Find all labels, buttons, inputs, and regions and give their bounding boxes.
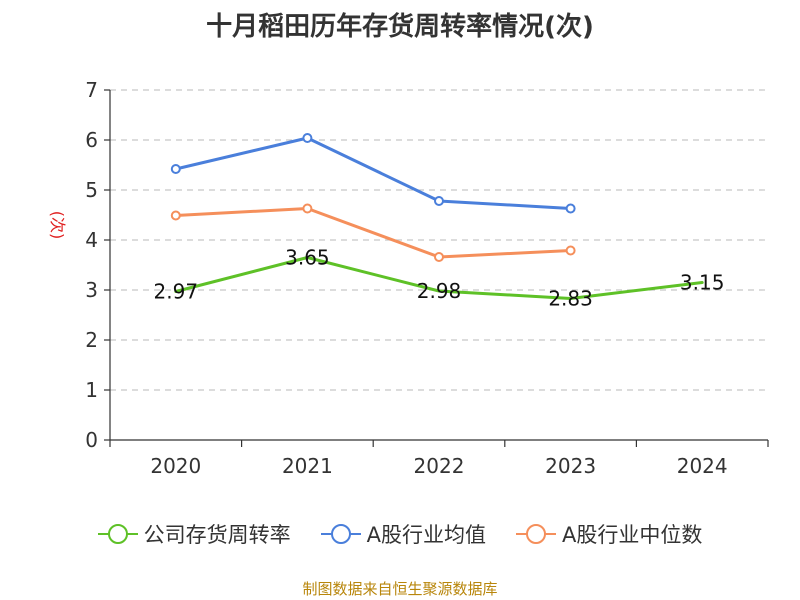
data-label: 2.97 (154, 280, 199, 304)
series-line (174, 207, 573, 259)
legend-swatch-icon (320, 524, 361, 544)
data-point (434, 196, 444, 206)
series-line (174, 136, 573, 210)
y-axis-label: (次) (48, 211, 67, 240)
data-point (302, 133, 313, 143)
data-point (170, 164, 181, 174)
data-point (565, 203, 576, 214)
y-tick-label: 2 (85, 328, 98, 352)
x-tick-label: 2024 (677, 454, 728, 478)
source-note: 制图数据来自恒生聚源数据库 (302, 580, 498, 598)
y-tick-label: 6 (85, 128, 98, 152)
data-label: 3.65 (285, 246, 330, 270)
y-tick-label: 5 (85, 178, 98, 202)
legend-label: A股行业均值 (366, 523, 486, 547)
x-tick-label: 2021 (282, 454, 333, 478)
y-tick-label: 7 (85, 78, 98, 102)
legend-item[interactable]: A股行业均值 (320, 519, 486, 549)
legend-label: A股行业中位数 (562, 523, 703, 547)
legend-swatch-icon (516, 524, 556, 544)
chart-legend: 公司存货周转率 A股行业均值 A股行业中位数 (0, 519, 800, 549)
data-label: 3.15 (680, 271, 725, 295)
data-label: 2.98 (417, 279, 462, 303)
legend-item[interactable]: A股行业中位数 (516, 519, 702, 549)
x-tick-label: 2022 (414, 454, 465, 478)
data-point (565, 245, 576, 256)
legend-label: 公司存货周转率 (143, 523, 291, 547)
y-tick-label: 0 (85, 428, 98, 452)
data-point (170, 210, 181, 221)
data-point (434, 252, 444, 262)
series-line (174, 256, 704, 300)
x-tick-label: 2023 (545, 454, 596, 478)
data-label: 2.83 (548, 287, 593, 311)
y-tick-label: 3 (85, 278, 98, 302)
chart-title: 十月稻田历年存货周转率情况(次) (206, 12, 594, 42)
data-point (302, 203, 313, 214)
y-tick-label: 4 (85, 228, 98, 252)
x-tick-label: 2020 (150, 454, 201, 478)
legend-item[interactable]: 公司存货周转率 (97, 519, 291, 549)
legend-swatch-icon (97, 524, 138, 544)
y-tick-label: 1 (85, 378, 98, 402)
